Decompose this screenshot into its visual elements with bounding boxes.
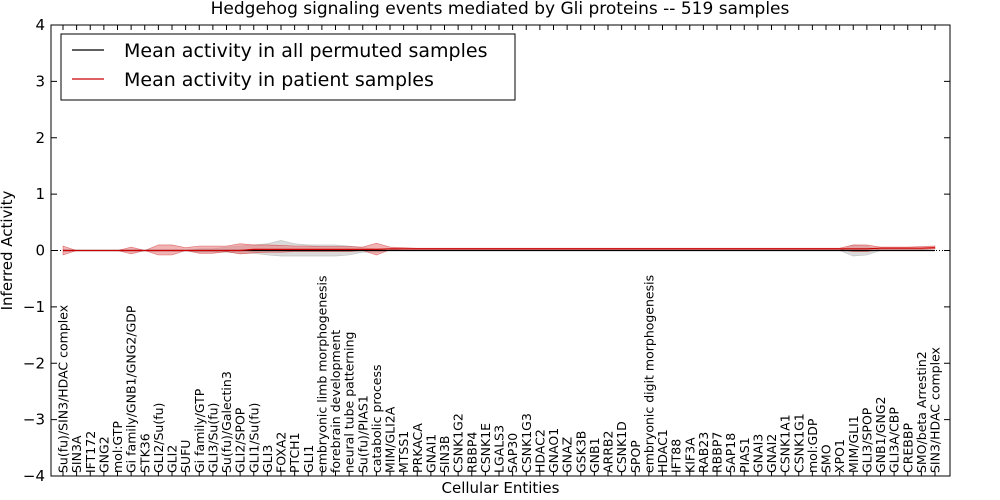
x-tick-label: neural tube patterning	[342, 332, 357, 473]
x-tick-label: MTSS1	[396, 431, 411, 473]
y-tick-label: 0	[35, 242, 45, 260]
x-tick-label: MIM/GLI1	[846, 415, 861, 473]
x-tick-label: Su(fu)/Galectin3	[219, 371, 234, 473]
y-tick-label: −1	[23, 298, 45, 316]
x-tick-label: GLI3A/CBP	[887, 407, 902, 473]
x-tick-label: GLI2	[165, 445, 180, 473]
x-tick-label: SMO	[819, 444, 834, 473]
x-tick-label: ARRB2	[601, 431, 616, 473]
x-tick-label: CSNK1G1	[791, 413, 806, 473]
x-tick-label: GLI3/Su(fu)	[205, 403, 220, 473]
x-tick-label: SIN3/HDAC complex	[928, 347, 943, 473]
y-tick-label: 4	[35, 16, 45, 34]
x-tick-label: STK36	[137, 433, 152, 473]
x-tick-label: PIAS1	[737, 437, 752, 473]
patient-mean-line	[63, 247, 936, 252]
x-tick-label: RAB23	[696, 432, 711, 473]
x-tick-label: XPO1	[832, 439, 847, 473]
x-tick-label: GNB1	[587, 437, 602, 473]
legend-box	[60, 33, 516, 101]
x-tick-label: mol:GDP	[805, 418, 820, 473]
x-tick-label: CSNK1G3	[519, 413, 534, 473]
x-tick-label: GNB1/GNG2	[873, 397, 888, 473]
x-tick-label: GNAZ	[560, 437, 575, 473]
x-tick-label: CSNK1G2	[451, 413, 466, 473]
legend-label-patient: Mean activity in patient samples	[124, 69, 434, 91]
x-tick-label: RBBP7	[710, 432, 725, 473]
x-tick-label: Gi family/GNB1/GNG2/GDP	[124, 305, 139, 473]
x-tick-label: GLI3	[260, 445, 275, 473]
x-tick-label: GNAI1	[423, 434, 438, 473]
x-tick-label: GLI1/Su(fu)	[246, 403, 261, 473]
x-tick-label: GNAI3	[750, 434, 765, 473]
y-tick-label: 2	[35, 129, 45, 147]
x-axis-label: Cellular Entities	[442, 479, 560, 497]
x-tick-label: GNAO1	[546, 428, 561, 473]
x-tick-label: MIM/GLI2A	[383, 406, 398, 473]
x-tick-label: mol:GTP	[110, 421, 125, 473]
x-tick-label: GNG2	[96, 436, 111, 473]
x-tick-label: SMO/beta Arrestin2	[914, 351, 929, 473]
series-lines	[63, 247, 936, 252]
x-tick-label: SAP18	[723, 433, 738, 473]
x-tick-label: SIN3A	[69, 435, 84, 473]
y-tick-label: −2	[23, 354, 45, 372]
x-tick-label: CSNK1A1	[778, 414, 793, 473]
x-tick-label: PRKACA	[410, 423, 425, 473]
legend-label-permuted: Mean activity in all permuted samples	[124, 40, 487, 62]
x-tick-label: catabolic process	[369, 364, 384, 473]
x-tick-label: GNAI2	[764, 434, 779, 473]
x-tick-label: Su(fu)/PIAS1	[355, 395, 370, 473]
chart-title: Hedgehog signaling events mediated by Gl…	[211, 0, 790, 19]
x-tick-label: embryonic digit morphogenesis	[641, 275, 656, 473]
x-tick-label: IFT172	[83, 431, 98, 473]
x-tick-label: SUFU	[178, 440, 193, 473]
x-tick-label: PTCH1	[287, 432, 302, 473]
x-tick-label: HDAC2	[532, 429, 547, 473]
x-tick-label: GLI2/SPOP	[233, 407, 248, 473]
legend: Mean activity in all permuted samples Me…	[60, 33, 516, 101]
y-axis-label: Inferred Activity	[0, 190, 16, 310]
x-tick-label: SAP30	[505, 433, 520, 473]
x-tick-label: SPOP	[628, 440, 643, 473]
x-tick-label: IFT88	[669, 439, 684, 473]
x-tick-label: forebrain development	[328, 330, 343, 473]
x-tick-label: SIN3B	[437, 436, 452, 474]
x-tick-label: Su(fu)/SIN3/HDAC complex	[56, 305, 71, 473]
y-tick-label: −3	[23, 411, 45, 429]
y-tick-label: 3	[35, 72, 45, 90]
x-tick-label: CSNK1D	[614, 421, 629, 473]
y-tick-label: 1	[35, 185, 45, 203]
x-tick-label: Gi family/GTP	[192, 388, 207, 473]
x-tick-label: GLI3/SPOP	[859, 407, 874, 473]
x-tick-label: embryonic limb morphogenesis	[314, 276, 329, 473]
x-tick-label: RBBP4	[464, 432, 479, 473]
y-tick-label: −4	[23, 467, 45, 485]
x-axis-ticks: Su(fu)/SIN3/HDAC complexSIN3AIFT172GNG2m…	[56, 25, 943, 476]
x-tick-label: GSK3B	[573, 431, 588, 473]
y-axis-ticks: −4 −3 −2 −1 0 1 2 3 4	[23, 16, 950, 485]
x-tick-label: GLI1	[301, 445, 316, 473]
x-tick-label: HDAC1	[655, 429, 670, 473]
x-tick-label: GLI2/Su(fu)	[151, 403, 166, 473]
x-tick-label: CSNK1E	[478, 423, 493, 473]
x-tick-label: FOXA2	[274, 432, 289, 473]
x-tick-label: CREBBP	[900, 423, 915, 473]
x-tick-label: LGALS3	[492, 425, 507, 473]
x-tick-label: KIF3A	[682, 437, 697, 473]
